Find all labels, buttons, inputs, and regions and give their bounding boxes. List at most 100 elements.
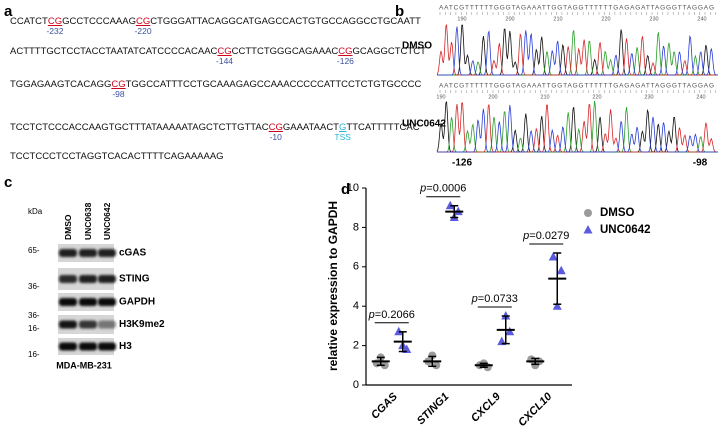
y-axis-label: relative expression to GAPDH [326, 201, 340, 371]
base-calls: AATCGTTTTTTGGGTAGAAATTGGTAGGTTTTTTGAGAGA… [439, 5, 714, 12]
position-label: -98 [112, 89, 125, 99]
marker-label: 16- [28, 350, 40, 359]
data-point [432, 361, 441, 370]
position-label: -232 [46, 26, 64, 36]
y-tick-label: 4 [353, 300, 359, 312]
ladder-number: 230 [649, 16, 658, 22]
p-symbol: p [368, 309, 375, 321]
trace-name: UNC0642 [402, 119, 446, 130]
p-text: =0.0006 [426, 183, 466, 195]
band [79, 275, 97, 283]
highlighted-base: CG -220 [135, 16, 152, 36]
data-point [548, 251, 558, 261]
sequence-segment: TCCTCTCCCACCAAGTGCTTTATAAAAATAGCTCTTGTTA… [10, 122, 269, 133]
sequence-line: TCCTCTCCCACCAAGTGCTTTATAAAAATAGCTCTTGTTA… [10, 122, 420, 142]
highlighted-base: CG -98 [111, 79, 126, 99]
trace [437, 30, 718, 76]
sequence-text: TCCTCTCCCACCAAGTGCTTTATAAAAATAGCTCTTGTTA… [10, 122, 269, 133]
sequence-segment: CCATCT [10, 16, 48, 27]
lane-label: DMSO [63, 214, 73, 240]
lane-label: UNC0638 [83, 202, 93, 240]
position-label: -126 [336, 56, 354, 66]
x-tick-label: CXCL9 [469, 390, 504, 425]
sequence-text: GCCTCCCAAAG [62, 16, 136, 27]
highlighted-base: CG -10 [269, 122, 283, 142]
ladder-number: 200 [488, 94, 497, 100]
band [98, 298, 116, 306]
sequence-segment: TCCTCCCTCCTAGGTCACACTTTTCAGAAAAAG [10, 151, 224, 162]
band [59, 249, 77, 257]
p-value: p=0.0733 [471, 293, 518, 305]
data-point [505, 326, 515, 336]
cpg-position: -126 [452, 158, 472, 169]
sequence-text: CTGGGATTACAGGCATGAGCCACTGTGCCAGGCCTGCAAT… [150, 16, 421, 27]
ladder-number: 220 [601, 16, 610, 22]
sequence-text: ACTTTTGCTCCTACCTAATATCATCCCCACAAC [10, 46, 218, 57]
trace-name: DMSO [402, 41, 432, 52]
ladder-number: 200 [505, 16, 514, 22]
position-label: -220 [134, 26, 152, 36]
marker-label: 65- [28, 246, 40, 255]
protein-label: H3K9me2 [119, 319, 165, 330]
legend-label: UNC0642 [600, 224, 651, 236]
sequence-text: GAAATAACT [282, 122, 339, 133]
ladder-number: 190 [436, 94, 445, 100]
cpg-position: -98 [693, 158, 708, 169]
p-symbol: p [471, 293, 478, 305]
sequence-segment: GAAATAACT [283, 122, 339, 133]
kda-label: kDa [28, 207, 43, 216]
position-label: -144 [216, 56, 234, 66]
sequence-text: CG [47, 16, 63, 27]
sequence-text: CCATCT [10, 16, 48, 27]
marker-label: 36- [28, 282, 40, 291]
band [79, 342, 97, 351]
y-tick-label: 2 [353, 340, 359, 352]
p-value: p=0.0279 [522, 230, 569, 242]
trace [437, 24, 718, 76]
panel-label: a [4, 3, 13, 20]
position-label: -10 [269, 132, 282, 142]
p-value: p=0.2066 [368, 309, 415, 321]
ladder-number: 190 [457, 16, 466, 22]
legend-marker [584, 209, 592, 217]
data-point [556, 265, 566, 275]
marker-label: 16- [28, 324, 40, 333]
sequence-line: CCATCTCG -232 GCCTCCCAAAGCG -220 CTGGGATTACA… [10, 16, 421, 36]
x-tick-label: CXCL10 [516, 390, 555, 429]
trace [436, 24, 718, 76]
y-tick-label: 6 [353, 261, 359, 273]
sequence-text: TCCTCCCTCCTAGGTCACACTTTTCAGAAAAAG [10, 151, 224, 162]
p-symbol: p [522, 230, 529, 242]
cell-line: MDA-MB-231 [56, 360, 112, 370]
ladder-number: 210 [553, 16, 562, 22]
protein-label: cGAS [119, 248, 147, 259]
p-text: =0.2066 [375, 309, 415, 321]
ladder-number: 230 [644, 94, 653, 100]
sequence-text: CG [338, 46, 353, 57]
sequence-text: TTCATTTTTCAC [346, 122, 420, 133]
protein-label: GAPDH [119, 297, 155, 308]
band [98, 320, 116, 329]
sequence-text: CG [217, 46, 232, 57]
sequence-line: ACTTTTGCTCCTACCTAATATCATCCCCACAACCG -144 C… [10, 46, 426, 66]
ladder-number: 220 [592, 94, 601, 100]
band [98, 342, 116, 351]
sequence-text: TGGCCATTTCCTGCAAAGAGCCAAACCCCCATTCCTCTGT… [125, 79, 422, 90]
sequence-text: TGGAGAAGTCACAGG [10, 79, 112, 90]
band [98, 275, 116, 283]
highlighted-base: CG -232 [46, 16, 63, 36]
legend-label: DMSO [600, 207, 635, 219]
x-tick-label: STING1 [415, 391, 452, 428]
highlighted-base: CG -126 [337, 46, 354, 66]
y-tick-label: 0 [353, 379, 359, 391]
band [59, 275, 77, 283]
x-tick-label: CGAS [369, 390, 400, 421]
legend-marker [583, 225, 593, 234]
trace [437, 26, 718, 76]
ladder-number: 240 [697, 16, 706, 22]
sequence-text: CG [111, 79, 126, 90]
band [79, 320, 97, 329]
panel-label: c [4, 174, 12, 191]
sequence-segment: ACTTTTGCTCCTACCTAATATCATCCCCACAAC [10, 46, 217, 57]
position-label: TSS [334, 132, 351, 142]
